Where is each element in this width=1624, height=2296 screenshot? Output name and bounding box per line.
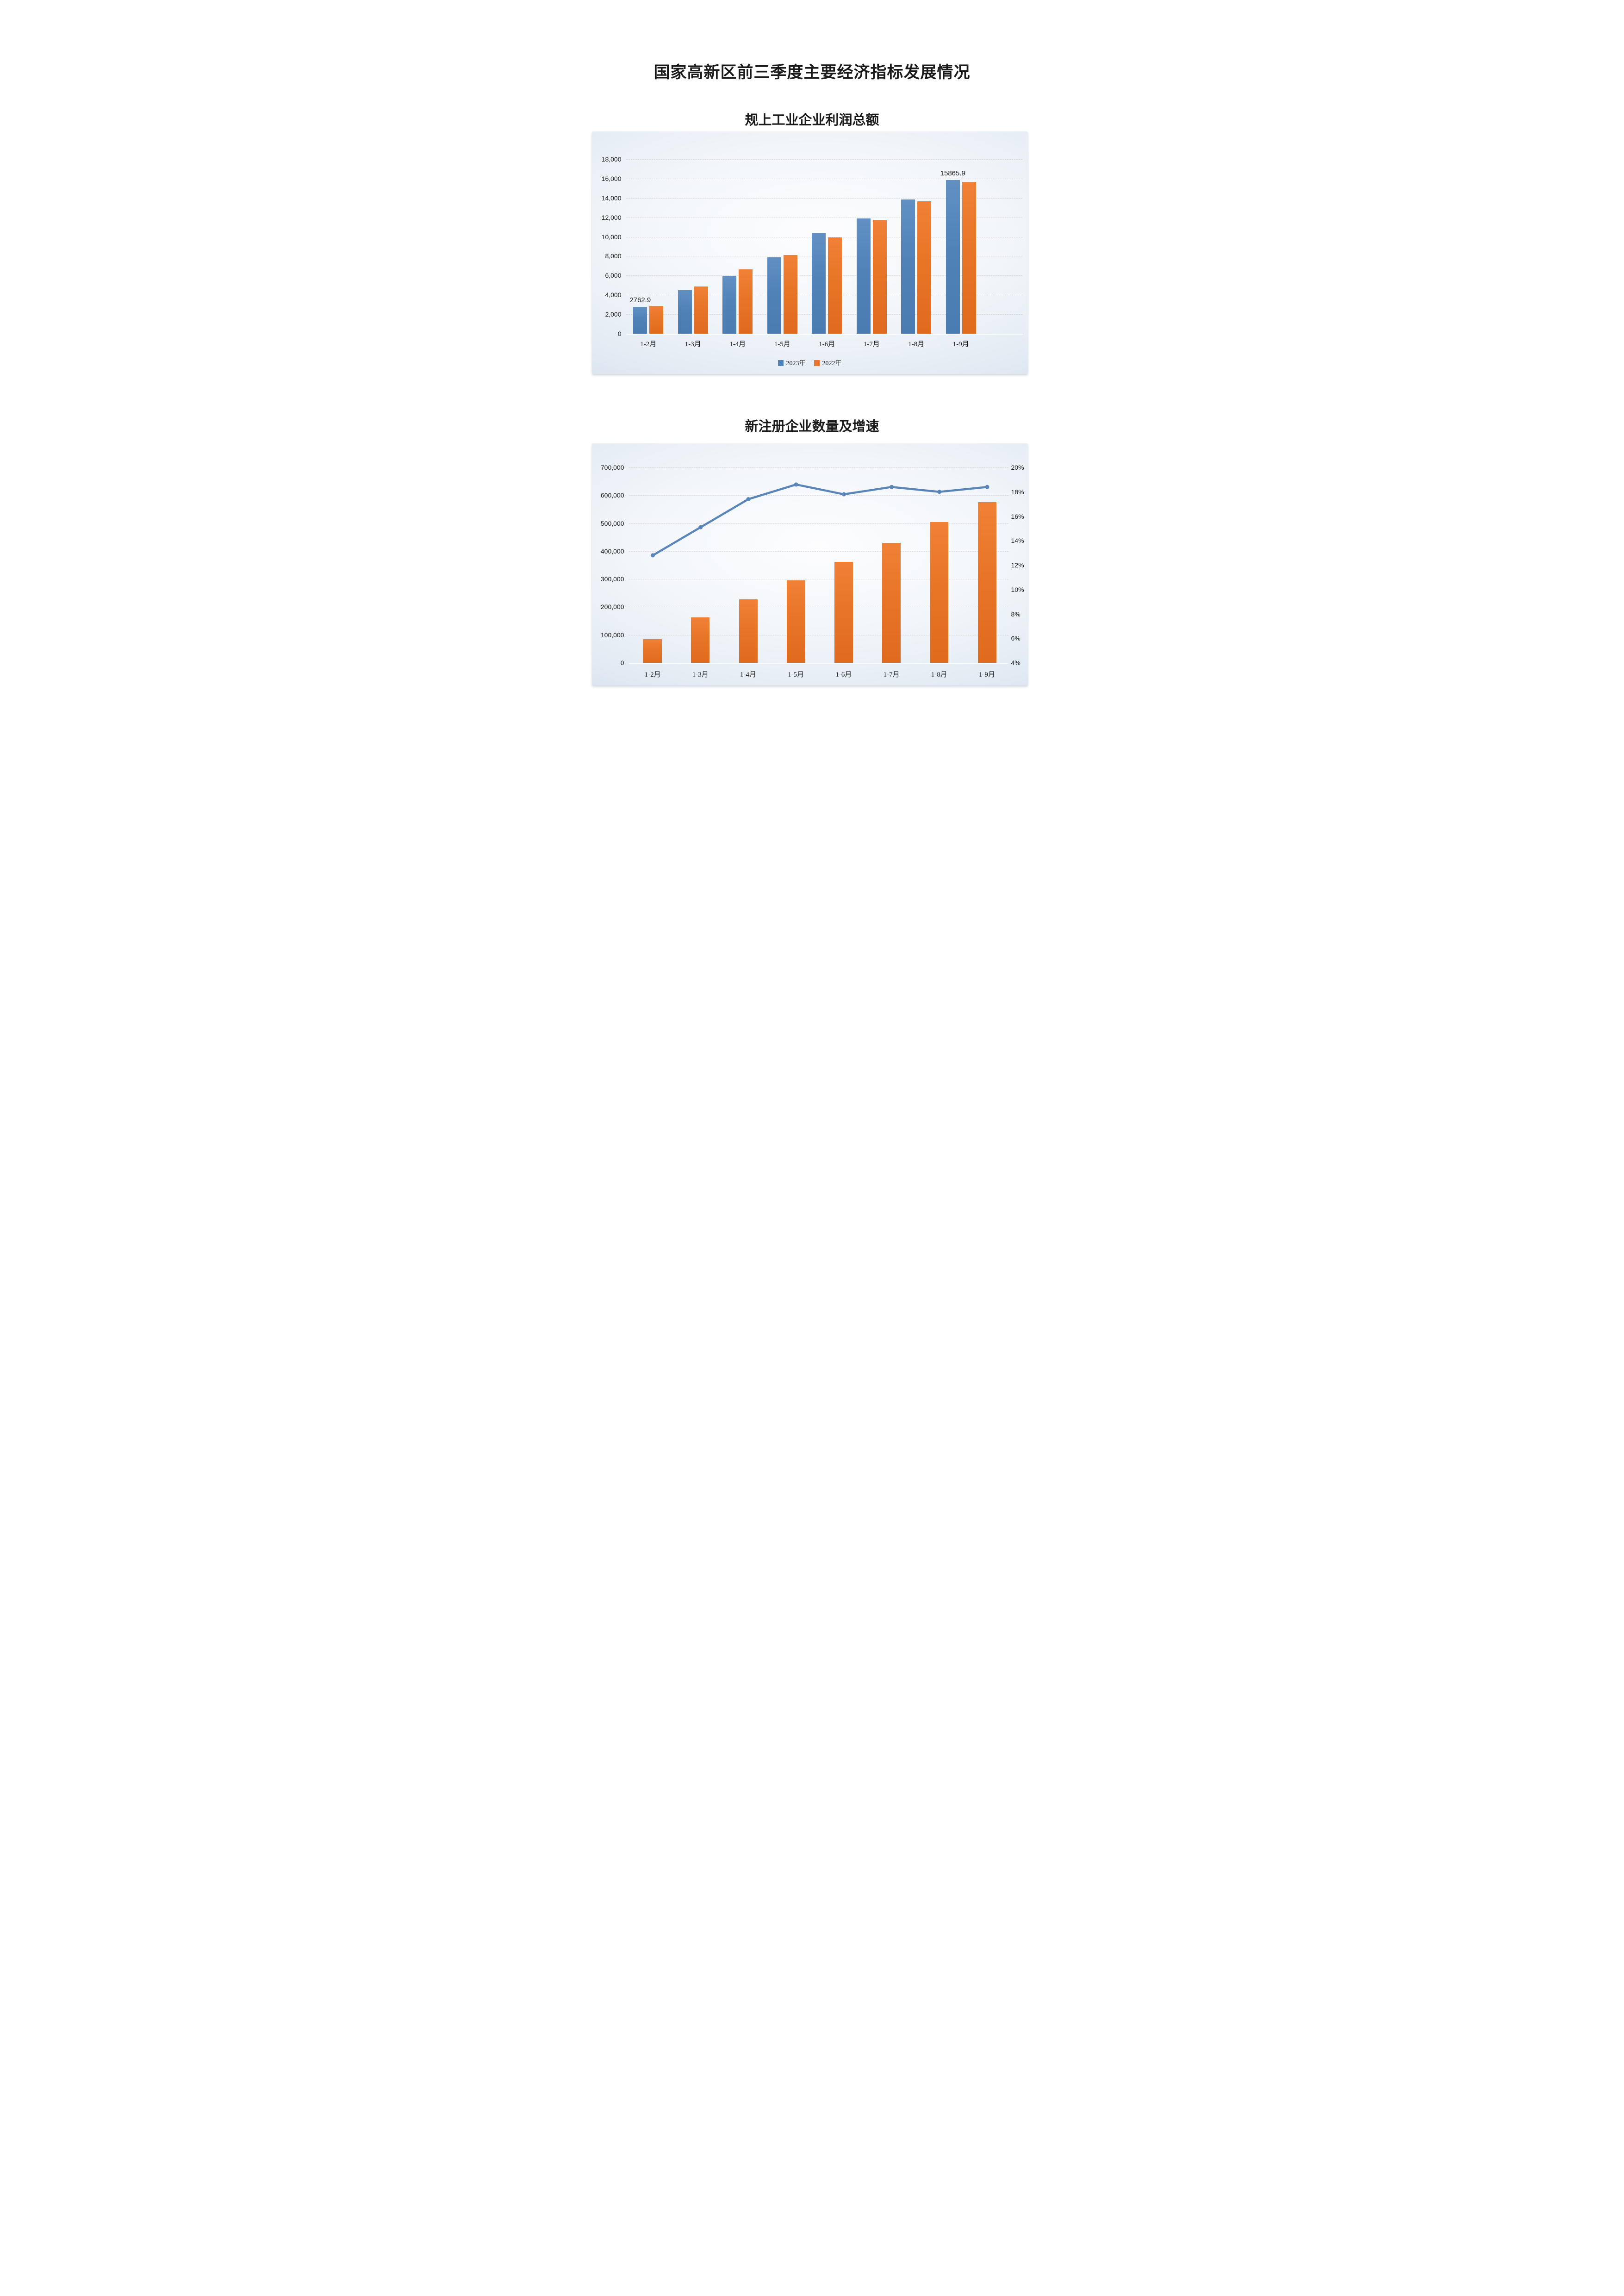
bar-2023年-1-7月 [856,218,871,334]
x-axis-tick-label: 1-9月 [979,671,995,678]
line-point-marker [746,497,750,502]
right-axis-tick-label: 10% [1011,585,1024,593]
chart2-title: 新注册企业数量及增速 [745,419,879,434]
bar-2023年-1-8月 [901,199,915,334]
bar-2022年-1-5月 [783,255,797,334]
bar-2023年-1-6月 [812,233,826,334]
chart1-legend: 2023年 2022年 [592,358,1028,367]
bar-data-label: 15865.9 [940,169,965,177]
bar-1-3月 [691,617,710,663]
right-axis-tick-label: 12% [1011,561,1024,569]
x-axis-tick-label: 1-5月 [788,671,804,678]
page-title: 国家高新区前三季度主要经济指标发展情况 [653,63,971,81]
right-axis-tick-label: 6% [1011,635,1020,642]
bar-1-7月 [882,542,901,663]
bar-2023年-1-9月 [946,180,960,334]
y-axis-tick-label: 6,000 [605,272,622,280]
y-axis-tick-label: 0 [617,330,622,337]
left-axis-tick-label: 700,000 [600,464,624,471]
left-axis-tick-label: 100,000 [600,631,624,639]
left-axis-tick-label: 600,000 [600,492,624,499]
bar-2023年-1-5月 [767,257,781,334]
chart2-panel[interactable]: 700,000 600,000 500,000 400,000 300,000 200,0… [591,443,1028,685]
bar-1-5月 [786,580,805,663]
x-axis-tick-label: 1-7月 [863,341,880,348]
y-axis-tick-label: 2,000 [605,311,622,318]
left-axis-tick-label: 500,000 [600,519,624,527]
legend-item-2023年: 2023年 [778,358,806,367]
bar-1-4月 [739,599,758,663]
gridline [628,467,1008,468]
y-axis-tick-label: 10,000 [601,233,622,241]
bar-2022年-1-2月 [649,305,664,334]
x-axis-tick-label: 1-5月 [774,341,790,348]
x-axis-tick-label: 1-3月 [684,341,701,348]
legend-label: 2023年 [786,360,806,367]
bar-2022年-1-8月 [917,201,932,334]
x-axis-tick-label: 1-8月 [931,671,947,678]
bar-2022年-1-3月 [694,286,708,334]
bar-1-9月 [977,502,996,663]
gridline [628,495,1008,496]
bar-1-2月 [643,639,662,663]
bar-2022年-1-9月 [962,181,976,334]
line-point-marker [937,490,941,494]
y-axis-tick-label: 4,000 [605,291,622,299]
bar-2023年-1-4月 [722,276,737,334]
legend-item-2022年: 2022年 [814,358,842,367]
bar-2022年-1-4月 [739,269,753,334]
left-axis-tick-label: 300,000 [600,575,624,583]
y-axis-tick-label: 8,000 [605,252,622,260]
gridline [628,663,1008,664]
right-axis-tick-label: 8% [1011,610,1020,618]
bar-data-label: 2762.9 [629,296,651,305]
line-point-marker [650,553,655,558]
x-axis-tick-label: 1-6月 [835,671,852,678]
gridline [628,551,1008,552]
right-axis-tick-label: 16% [1011,512,1024,520]
x-axis-tick-label: 1-2月 [640,341,657,348]
y-axis-tick-label: 14,000 [601,194,622,202]
line-point-marker [985,485,989,489]
x-axis-tick-label: 1-2月 [644,671,661,678]
right-axis-tick-label: 14% [1011,537,1024,545]
left-axis-tick-label: 400,000 [600,547,624,555]
x-axis-tick-label: 1-9月 [952,341,969,348]
chart1-title: 规上工业企业利润总额 [745,113,879,128]
legend-swatch-icon [814,360,820,366]
y-axis-tick-label: 18,000 [601,156,622,163]
bar-2022年-1-6月 [828,237,842,334]
bar-2023年-1-3月 [678,290,692,334]
right-axis-tick-label: 18% [1011,488,1024,496]
x-axis-tick-label: 1-3月 [692,671,709,678]
bar-1-6月 [834,562,853,663]
document-page: 国家高新区前三季度主要经济指标发展情况 规上工业企业利润总额 18,000 16,… [557,0,1067,720]
line-point-marker [889,485,894,489]
bar-2022年-1-7月 [872,219,887,334]
legend-label: 2022年 [822,360,842,367]
gridline [626,198,1022,199]
x-axis-tick-label: 1-4月 [740,671,756,678]
left-axis-tick-label: 0 [620,659,624,666]
line-point-marker [794,482,798,487]
x-axis-tick-label: 1-4月 [729,341,746,348]
bar-1-8月 [930,522,949,663]
right-axis-tick-label: 20% [1011,464,1024,471]
y-axis-tick-label: 16,000 [601,174,622,182]
legend-swatch-icon [778,360,784,366]
x-axis-tick-label: 1-8月 [908,341,925,348]
gridline [626,334,1022,335]
right-axis-tick-label: 4% [1011,659,1020,666]
x-axis-tick-label: 1-7月 [883,671,900,678]
line-point-marker [698,525,703,529]
y-axis-tick-label: 12,000 [601,213,622,221]
gridline [628,523,1008,524]
x-axis-tick-label: 1-6月 [819,341,835,348]
chart1-panel[interactable]: 18,000 16,000 14,000 12,000 10,000 8,000 6,000… [591,131,1028,374]
left-axis-tick-label: 200,000 [600,603,624,611]
gridline [626,159,1022,160]
bar-2023年-1-2月 [633,307,647,334]
